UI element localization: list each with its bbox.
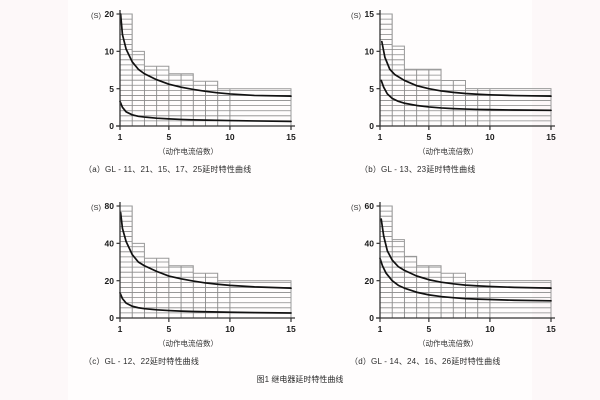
svg-text:10: 10 bbox=[485, 324, 495, 334]
svg-text:10: 10 bbox=[105, 47, 115, 57]
svg-text:1: 1 bbox=[378, 132, 383, 142]
panel-c-xlabel: （动作电流倍数） bbox=[158, 339, 218, 348]
svg-text:5: 5 bbox=[166, 132, 171, 142]
svg-text:1: 1 bbox=[118, 132, 123, 142]
panel-d: 0 20 40 60 1 5 10 15 (S) （动作电流倍数） （d）GL - 14、24、… bbox=[338, 196, 558, 381]
panel-d-xlabel: （动作电流倍数） bbox=[418, 339, 478, 348]
panel-b-xlabel: （动作电流倍数） bbox=[418, 147, 478, 156]
svg-text:15: 15 bbox=[365, 9, 375, 19]
svg-text:5: 5 bbox=[166, 324, 171, 334]
svg-text:60: 60 bbox=[365, 201, 375, 211]
svg-text:20: 20 bbox=[105, 9, 115, 19]
y-unit-label: (S) bbox=[91, 11, 102, 20]
svg-text:15: 15 bbox=[286, 132, 296, 142]
svg-text:1: 1 bbox=[118, 324, 123, 334]
svg-text:40: 40 bbox=[105, 239, 115, 249]
svg-text:1: 1 bbox=[378, 324, 383, 334]
panel-b: 0 5 10 15 1 5 10 15 (S) （动作电流倍数） （b）GL - 13、23延时… bbox=[338, 4, 558, 189]
svg-text:10: 10 bbox=[365, 47, 375, 57]
svg-text:5: 5 bbox=[369, 84, 374, 94]
svg-text:15: 15 bbox=[546, 132, 556, 142]
panel-a-caption: （a）GL - 11、21、15、17、25延时特性曲线 bbox=[84, 165, 252, 174]
panel-c-caption: （c）GL - 12、22延时特性曲线 bbox=[84, 357, 200, 366]
y-unit-label: (S) bbox=[351, 203, 362, 212]
svg-text:0: 0 bbox=[109, 121, 114, 131]
svg-text:0: 0 bbox=[369, 121, 374, 131]
y-unit-label: (S) bbox=[351, 11, 362, 20]
svg-text:20: 20 bbox=[105, 276, 115, 286]
svg-text:0: 0 bbox=[109, 313, 114, 323]
svg-text:10: 10 bbox=[485, 132, 495, 142]
svg-text:80: 80 bbox=[105, 201, 115, 211]
panel-a-xlabel: （动作电流倍数） bbox=[158, 147, 218, 156]
svg-text:40: 40 bbox=[365, 239, 375, 249]
svg-text:10: 10 bbox=[225, 132, 235, 142]
svg-text:0: 0 bbox=[369, 313, 374, 323]
y-unit-label: (S) bbox=[91, 203, 102, 212]
panel-a: 0 5 10 20 1 5 10 15 (S) （动作电流倍数） （a）GL - 11、21、1… bbox=[78, 4, 298, 189]
svg-text:20: 20 bbox=[365, 276, 375, 286]
svg-text:5: 5 bbox=[426, 324, 431, 334]
svg-text:15: 15 bbox=[546, 324, 556, 334]
svg-text:10: 10 bbox=[225, 324, 235, 334]
svg-text:15: 15 bbox=[286, 324, 296, 334]
panel-c: 0 20 40 80 1 5 10 15 (S) （动作电流倍数） （c）GL - 12、22延… bbox=[78, 196, 298, 381]
panel-d-caption: （d）GL - 14、24、16、26延时特性曲线 bbox=[350, 357, 501, 366]
svg-text:5: 5 bbox=[109, 84, 114, 94]
svg-text:5: 5 bbox=[426, 132, 431, 142]
figure-caption: 图1 继电器延时特性曲线 bbox=[256, 375, 344, 384]
panel-b-caption: （b）GL - 13、23延时特性曲线 bbox=[360, 165, 476, 174]
